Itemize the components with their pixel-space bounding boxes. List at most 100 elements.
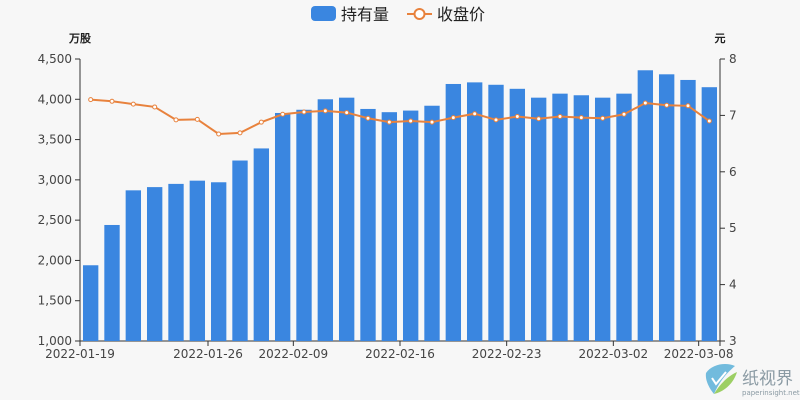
holdings-bar[interactable]	[189, 180, 206, 341]
y-left-tick-label: 2,000	[38, 253, 72, 267]
holdings-bar[interactable]	[168, 183, 184, 341]
legend-item-close-price[interactable]: 收盘价	[407, 5, 485, 24]
close-price-point[interactable]	[365, 115, 371, 121]
holdings-bar[interactable]	[466, 82, 483, 342]
y-right-ticks: 3 4 5 6 7 8	[720, 52, 737, 348]
holdings-bar[interactable]	[82, 265, 99, 341]
close-price-point[interactable]	[706, 118, 712, 124]
legend-close-label: 收盘价	[437, 5, 485, 24]
close-price-point[interactable]	[258, 119, 264, 125]
holdings-bar[interactable]	[253, 148, 270, 341]
x-tick-label: 2022-03-02	[578, 347, 648, 361]
close-price-point[interactable]	[514, 114, 520, 120]
legend-item-holdings[interactable]: 持有量	[311, 5, 389, 24]
y-right-axis-name: 元	[715, 32, 726, 45]
holdings-bar[interactable]	[658, 74, 675, 341]
close-price-point[interactable]	[280, 111, 286, 117]
close-price-point[interactable]	[344, 110, 350, 116]
legend-holdings-marker	[311, 6, 336, 21]
y-left-tick-label: 3,000	[38, 173, 72, 187]
holdings-bar[interactable]	[210, 182, 227, 341]
close-price-point[interactable]	[386, 119, 392, 125]
y-right-tick-label: 8	[729, 52, 737, 66]
holdings-bar[interactable]	[104, 224, 120, 341]
holdings-bar[interactable]	[488, 84, 504, 341]
close-price-point[interactable]	[216, 131, 222, 137]
bars-group	[82, 70, 718, 342]
y-left-tick-label: 4,000	[38, 92, 72, 106]
x-tick-label: 2022-02-16	[365, 347, 435, 361]
holdings-bar[interactable]	[573, 95, 590, 341]
holdings-bar[interactable]	[530, 97, 547, 341]
holdings-bar[interactable]	[701, 87, 718, 341]
x-ticks: 2022-01-19 2022-01-26 2022-02-09 2022-02-16…	[45, 341, 734, 361]
y-right-tick-label: 3	[729, 334, 737, 348]
y-left-tick-label: 3,500	[38, 133, 72, 147]
legend-holdings-label: 持有量	[341, 5, 389, 24]
close-price-point[interactable]	[621, 111, 627, 117]
y-right-tick-label: 4	[729, 278, 737, 292]
close-price-point[interactable]	[237, 130, 243, 136]
close-price-point[interactable]	[536, 116, 542, 122]
holdings-bar[interactable]	[445, 83, 462, 341]
holdings-bar[interactable]	[637, 70, 654, 341]
x-tick-label: 2022-02-23	[472, 347, 542, 361]
close-price-point[interactable]	[557, 114, 563, 120]
close-price-point[interactable]	[600, 115, 606, 121]
legend[interactable]: 持有量 收盘价	[311, 5, 485, 24]
holdings-bar[interactable]	[317, 99, 334, 341]
close-price-point[interactable]	[301, 109, 307, 115]
holdings-bar[interactable]	[360, 108, 376, 341]
holdings-bar[interactable]	[424, 105, 440, 341]
holdings-bar[interactable]	[509, 88, 526, 341]
holdings-bar[interactable]	[296, 109, 312, 341]
close-price-point[interactable]	[429, 119, 435, 125]
close-price-line-group	[88, 97, 712, 137]
close-price-point[interactable]	[322, 108, 328, 114]
holdings-bar[interactable]	[232, 160, 248, 341]
y-left-tick-label: 2,500	[38, 213, 72, 227]
close-price-point[interactable]	[152, 104, 158, 110]
close-price-point[interactable]	[664, 102, 670, 108]
close-price-point[interactable]	[472, 111, 478, 117]
y-left-ticks: 1,000 1,500 2,000 2,500 3,000 3,500 4,000 4,500	[38, 52, 80, 348]
close-price-point[interactable]	[408, 118, 414, 124]
watermark-brand: 纸视界	[742, 369, 793, 389]
watermark: 纸视界 paperinsight.net	[705, 364, 800, 397]
legend-close-circle	[413, 8, 426, 20]
y-left-tick-label: 1,500	[38, 294, 72, 308]
x-tick-label: 2022-03-08	[664, 347, 734, 361]
holdings-bar[interactable]	[616, 93, 632, 342]
close-price-point[interactable]	[109, 98, 115, 104]
holdings-bar[interactable]	[274, 112, 291, 341]
close-price-point[interactable]	[685, 103, 691, 109]
close-price-line	[90, 98, 710, 136]
y-left-tick-label: 1,000	[38, 334, 72, 348]
close-price-point[interactable]	[194, 116, 200, 122]
holdings-bar[interactable]	[594, 97, 611, 341]
x-tick-label: 2022-02-09	[258, 347, 328, 361]
close-price-point[interactable]	[173, 117, 179, 123]
holdings-bar[interactable]	[338, 97, 355, 341]
y-right-tick-label: 6	[729, 165, 737, 179]
y-left-axis-name: 万股	[68, 32, 92, 45]
y-left-tick-label: 4,500	[38, 52, 72, 66]
y-right-tick-label: 7	[729, 108, 737, 122]
holdings-bar[interactable]	[680, 79, 696, 341]
y-right-tick-label: 5	[729, 221, 737, 235]
close-price-point[interactable]	[642, 100, 648, 106]
close-price-point[interactable]	[130, 101, 136, 107]
holdings-bar[interactable]	[552, 93, 568, 342]
close-price-point[interactable]	[88, 97, 94, 103]
holdings-bar[interactable]	[402, 110, 419, 341]
x-tick-label: 2022-01-26	[173, 347, 243, 361]
paperinsight-logo-icon	[705, 364, 737, 394]
close-price-point[interactable]	[493, 117, 499, 123]
holdings-bar[interactable]	[125, 190, 142, 341]
watermark-site: paperinsight.net	[742, 389, 800, 397]
holdings-bar[interactable]	[146, 187, 163, 341]
close-price-point[interactable]	[450, 115, 456, 121]
close-price-point[interactable]	[578, 115, 584, 121]
holdings-bar[interactable]	[381, 112, 398, 342]
